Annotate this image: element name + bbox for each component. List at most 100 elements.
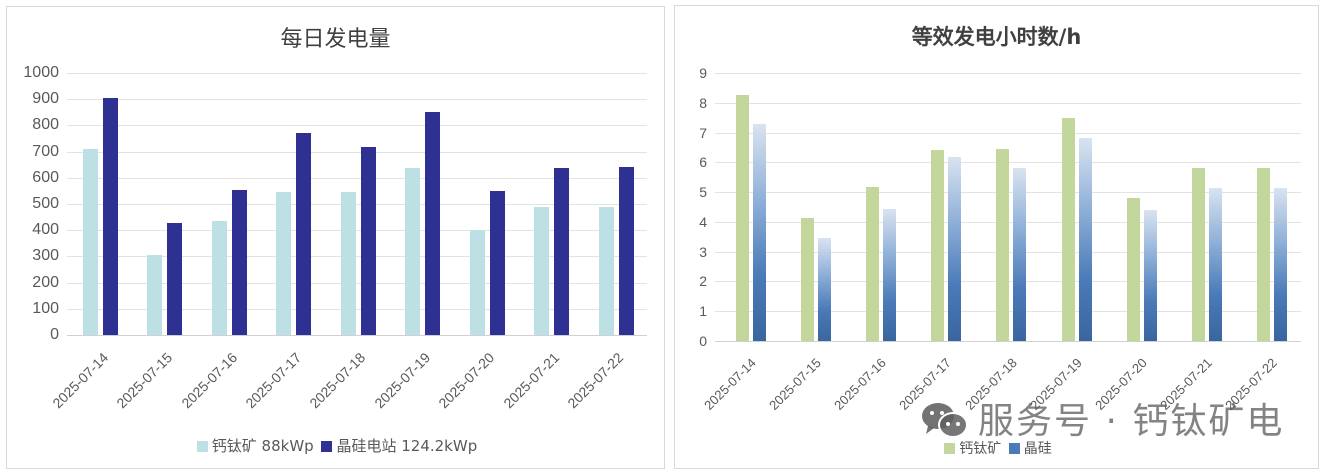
- bar: [534, 206, 550, 335]
- watermark-text: 服务号 · 钙钛矿电: [978, 401, 1285, 442]
- bar: [1208, 188, 1222, 341]
- y-tick-label: 5: [699, 184, 707, 201]
- bar: [103, 97, 118, 335]
- x-tick-label: 2025-07-16: [177, 349, 240, 412]
- y-tick-label: 800: [32, 116, 59, 134]
- y-tick-label: 4: [699, 213, 707, 230]
- bar: [554, 167, 570, 335]
- y-tick-label: 600: [32, 168, 59, 186]
- y-tick-label: 9: [699, 65, 707, 81]
- bar: [1191, 168, 1205, 341]
- bar: [736, 95, 749, 341]
- legend: 钙钛矿 晶硅: [675, 438, 1318, 458]
- bar: [753, 124, 766, 341]
- legend-swatch-perovskite: [196, 441, 208, 452]
- y-tick-label: 100: [32, 299, 59, 317]
- legend: 钙钛矿 88kWp 晶硅电站 124.2kWp: [7, 435, 664, 456]
- legend-label-perovskite: 钙钛矿 88kWp: [211, 437, 314, 455]
- y-tick-label: 2: [699, 273, 707, 290]
- x-tick-label: 2025-07-15: [766, 355, 824, 413]
- gridline: [67, 73, 647, 74]
- bar: [866, 186, 880, 341]
- x-tick-label: 2025-07-22: [564, 349, 627, 412]
- bar: [1078, 137, 1092, 341]
- y-tick-label: 8: [699, 94, 707, 111]
- bar: [931, 150, 945, 341]
- gridline: [715, 102, 1301, 104]
- y-tick-label: 900: [32, 90, 59, 108]
- bar: [489, 191, 505, 335]
- bar: [276, 191, 292, 335]
- x-tick-label: 2025-07-20: [435, 349, 498, 412]
- x-tick-label: 2025-07-19: [371, 349, 434, 412]
- x-tick-label: 2025-07-21: [500, 349, 563, 412]
- gridline: [67, 99, 647, 101]
- equivalent-hours-chart: 等效发电小时数/h 钙钛矿 晶硅 0 1 2 3 4 5 6 7 8 9 2025-07-14 202…: [674, 5, 1319, 469]
- legend-swatch-perovskite: [944, 443, 956, 454]
- bar: [1143, 209, 1157, 341]
- bar: [1273, 188, 1287, 341]
- gridline: [715, 132, 1301, 134]
- wechat-icon: [922, 403, 968, 438]
- legend-swatch-silicon: [321, 441, 333, 452]
- bar: [1061, 117, 1075, 341]
- gridline: [67, 308, 647, 310]
- gridline: [715, 73, 1301, 74]
- legend-swatch-silicon: [1008, 443, 1020, 454]
- bar: [360, 146, 376, 335]
- gridline: [67, 230, 647, 232]
- bar: [147, 255, 163, 335]
- gridline: [67, 256, 647, 258]
- x-tick-label: 2025-07-14: [701, 355, 759, 413]
- bar: [83, 148, 98, 335]
- plot-area: [67, 73, 647, 336]
- y-tick-label: 700: [32, 142, 59, 160]
- bar: [211, 220, 227, 335]
- bar: [996, 148, 1010, 341]
- bar: [618, 166, 634, 335]
- legend-label-perovskite: 钙钛矿: [959, 441, 1002, 457]
- x-tick-label: 2025-07-16: [831, 355, 890, 413]
- bar: [948, 156, 962, 341]
- legend-label-silicon: 晶硅电站 124.2kWp: [336, 437, 478, 455]
- bar: [801, 217, 815, 341]
- daily-generation-chart: 每日发电量 钙钛矿 88kWp 晶硅电站 124.2kWp 0 100 200 300…: [6, 6, 665, 469]
- y-tick-label: 6: [699, 154, 707, 171]
- bar: [469, 229, 485, 335]
- x-tick-label: 2025-07-15: [113, 349, 176, 412]
- bar: [167, 222, 183, 335]
- x-tick-label: 2025-07-14: [48, 349, 111, 412]
- gridline: [715, 341, 1301, 342]
- y-tick-label: 1: [699, 303, 707, 320]
- bar: [425, 111, 441, 335]
- y-tick-label: 300: [32, 247, 59, 265]
- y-tick-label: 400: [32, 221, 59, 239]
- y-tick-label: 200: [32, 273, 59, 291]
- gridline: [67, 125, 647, 127]
- bar: [340, 191, 356, 335]
- bar: [1126, 198, 1140, 341]
- bar: [1256, 168, 1270, 341]
- bar: [598, 206, 614, 335]
- bar: [296, 132, 312, 335]
- bar: [1013, 168, 1027, 341]
- y-tick-label: 0: [699, 333, 707, 349]
- gridline: [67, 151, 647, 153]
- bar: [231, 189, 247, 335]
- y-tick-label: 0: [50, 326, 59, 343]
- gridline: [67, 204, 647, 205]
- y-tick-label: 7: [699, 124, 707, 141]
- bar: [818, 237, 832, 341]
- x-tick-label: 2025-07-18: [306, 349, 369, 412]
- chart-title: 等效发电小时数/h: [911, 25, 1082, 49]
- bar: [883, 208, 897, 341]
- legend-label-silicon: 晶硅: [1023, 441, 1052, 457]
- x-tick-label: 2025-07-17: [242, 349, 305, 412]
- y-tick-label: 3: [699, 243, 707, 260]
- gridline: [67, 335, 647, 336]
- plot-area: [715, 73, 1301, 342]
- y-tick-label: 500: [32, 195, 59, 212]
- y-tick-label: 1000: [23, 64, 59, 81]
- gridline: [67, 177, 647, 179]
- bar: [405, 168, 421, 335]
